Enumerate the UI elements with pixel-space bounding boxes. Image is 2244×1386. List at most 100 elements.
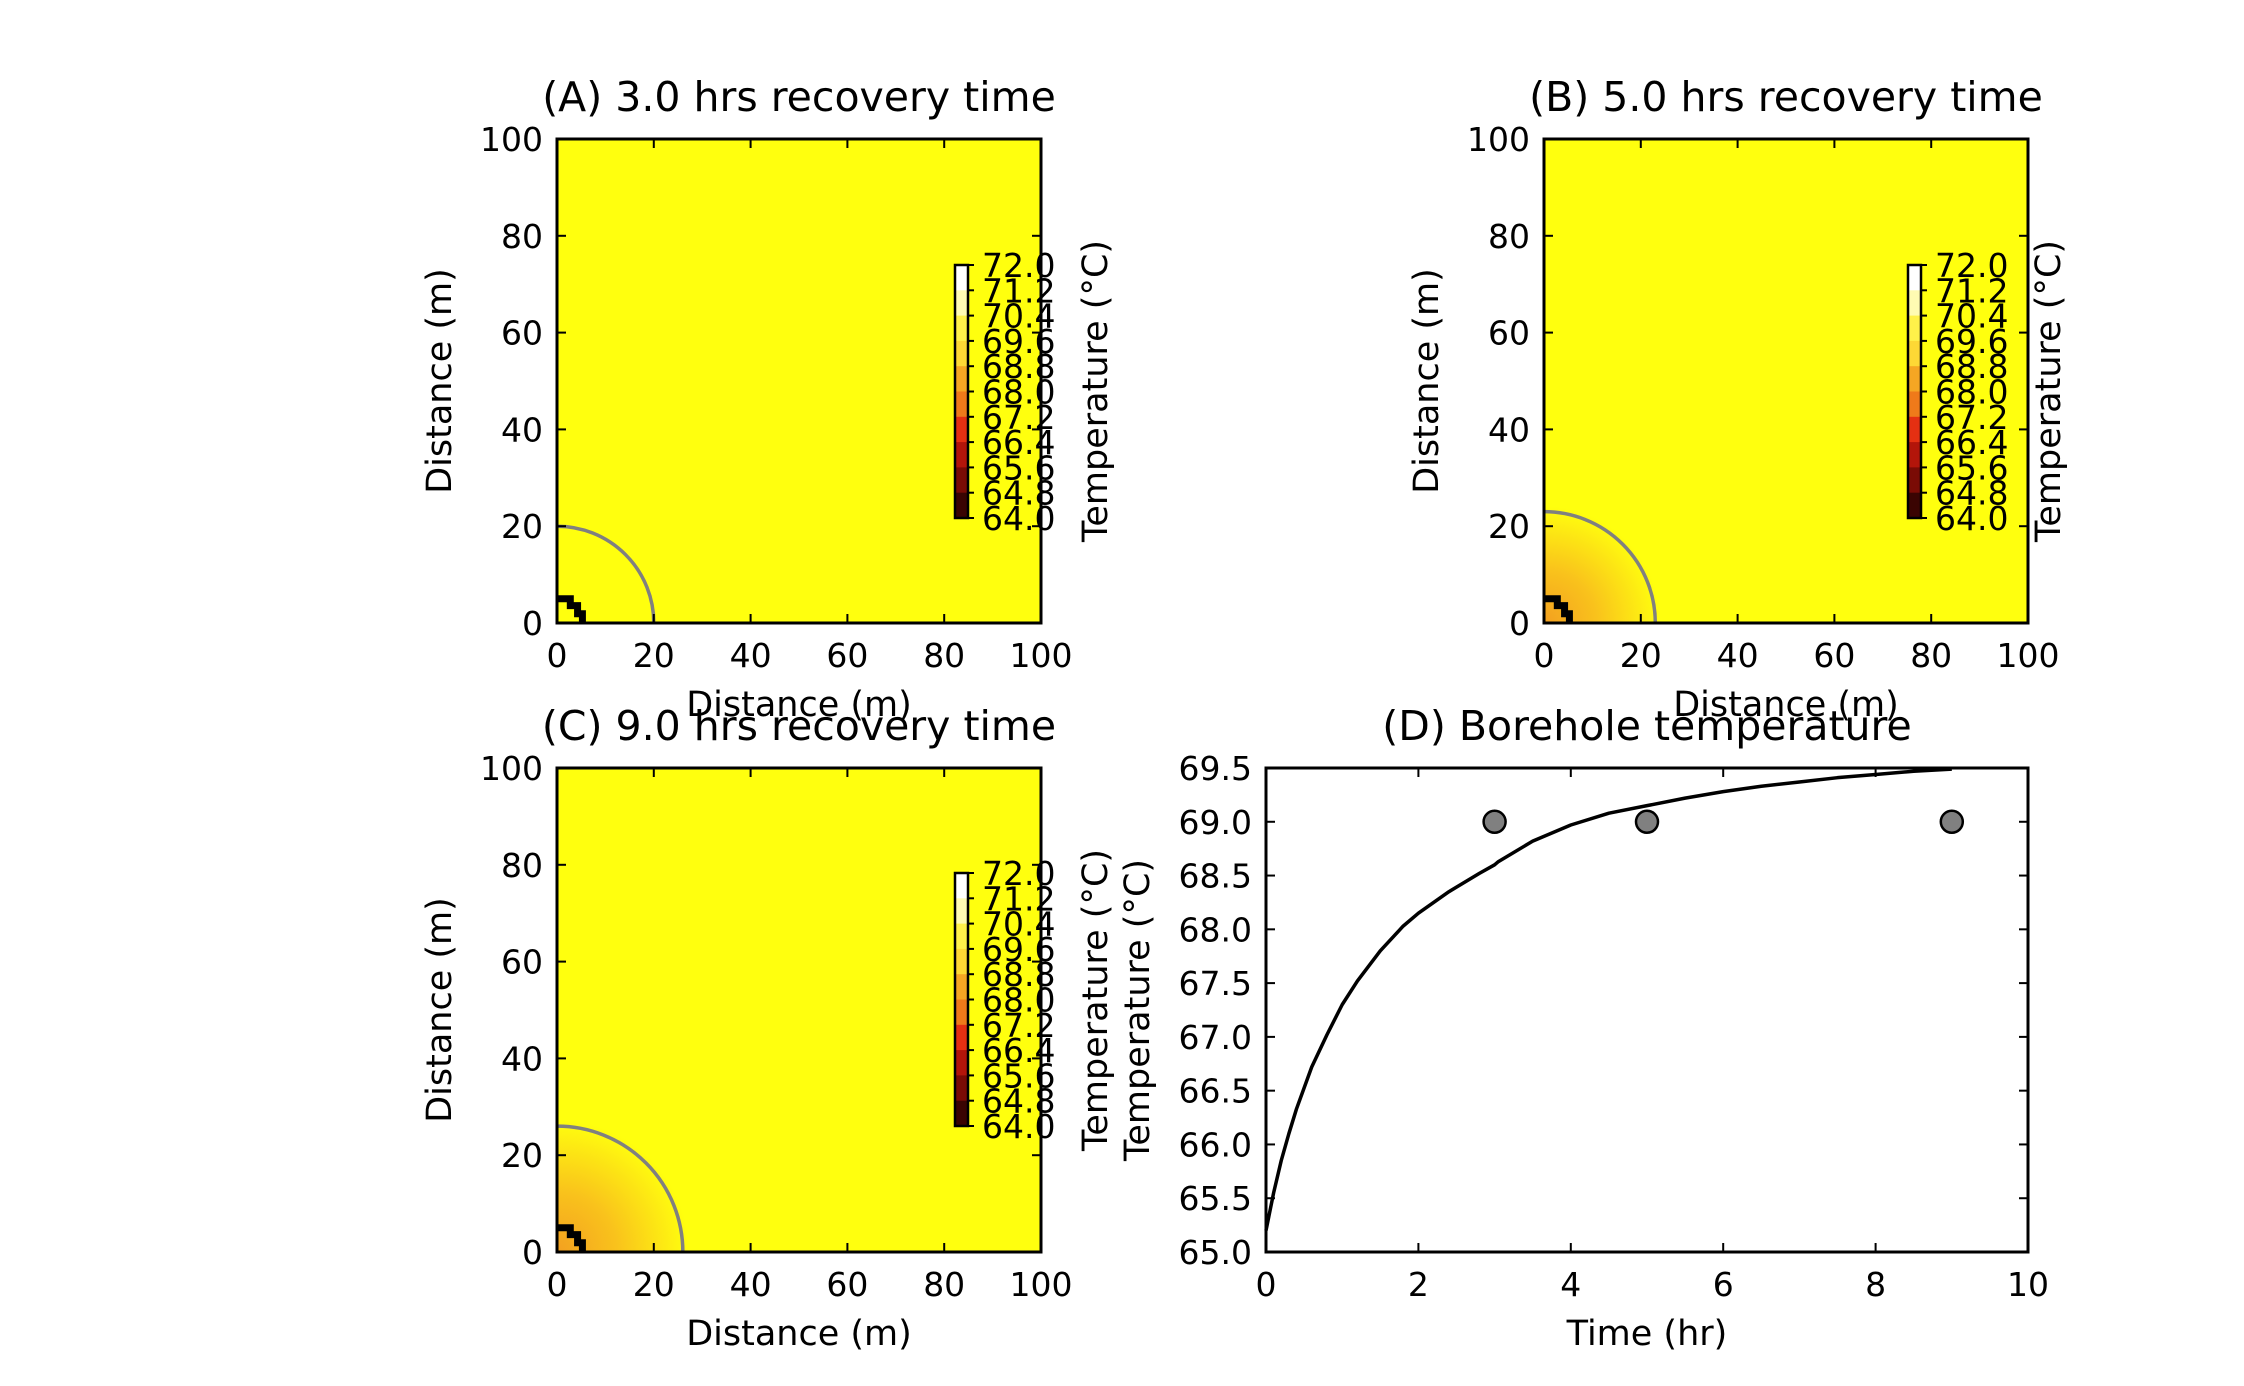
x-tick-label: 8 bbox=[1865, 1265, 1886, 1304]
x-tick-label: 6 bbox=[1713, 1265, 1734, 1304]
y-tick-label: 69.5 bbox=[1179, 749, 1252, 788]
measurement-point bbox=[1634, 809, 1660, 835]
y-tick-label: 65.0 bbox=[1179, 1233, 1252, 1272]
axes-frame bbox=[555, 137, 1043, 625]
colorbar-tick-label: 72.0 bbox=[1935, 246, 2008, 285]
colorbar-tick-label: 69.6 bbox=[982, 930, 1055, 969]
x-tick-label: 20 bbox=[1620, 636, 1662, 675]
colorbar-segment bbox=[955, 265, 968, 291]
colorbar-tick-label: 64.8 bbox=[1935, 474, 2008, 513]
colorbar-segment bbox=[1908, 340, 1921, 367]
colorbar-tick-label: 68.8 bbox=[982, 955, 1055, 994]
x-tick-label: 40 bbox=[730, 636, 772, 675]
x-tick-label: 2 bbox=[1408, 1265, 1429, 1304]
colorbar-label: Temperature (°C) bbox=[1076, 240, 1116, 543]
isotherm-arc bbox=[1543, 509, 1658, 624]
x-tick-label: 60 bbox=[826, 636, 868, 675]
colorbar-tick-label: 71.2 bbox=[982, 879, 1055, 918]
y-tick-label: 40 bbox=[501, 1039, 543, 1078]
panel-B: 72.071.270.469.668.868.067.266.465.664.8… bbox=[1407, 73, 2069, 725]
colorbar-segment bbox=[955, 492, 968, 519]
borehole-boundary bbox=[557, 1224, 586, 1252]
colorbar-tick-label: 65.6 bbox=[1935, 448, 2008, 487]
colorbar-segment bbox=[955, 366, 968, 392]
colorbar-segment bbox=[955, 340, 968, 367]
x-tick-label: 100 bbox=[1010, 636, 1073, 675]
colorbar-segment bbox=[1908, 315, 1921, 342]
x-tick-label: 80 bbox=[923, 1265, 965, 1304]
y-tick-label: 100 bbox=[480, 749, 543, 788]
colorbar-segment bbox=[955, 999, 968, 1026]
y-tick-label: 60 bbox=[501, 943, 543, 982]
x-tick-label: 0 bbox=[1534, 636, 1555, 675]
y-tick-label: 68.5 bbox=[1179, 857, 1252, 896]
y-tick-label: 80 bbox=[501, 217, 543, 256]
colorbar-tick-label: 64.0 bbox=[982, 499, 1055, 538]
x-axis-label: Distance (m) bbox=[1673, 685, 1899, 725]
x-tick-label: 20 bbox=[633, 1265, 675, 1304]
borehole-boundary bbox=[557, 595, 586, 623]
colorbar-tick-label: 67.2 bbox=[1935, 398, 2008, 437]
colorbar-segment bbox=[1908, 467, 1921, 494]
colorbar-segment bbox=[955, 416, 968, 443]
panel-title: (B) 5.0 hrs recovery time bbox=[1529, 73, 2043, 121]
colorbar-tick-label: 68.0 bbox=[982, 981, 1055, 1020]
colorbar-segment bbox=[1908, 391, 1921, 418]
colorbar-tick-label: 64.0 bbox=[982, 1107, 1055, 1146]
measurement-point bbox=[1482, 809, 1507, 835]
y-axis-label: Distance (m) bbox=[420, 268, 460, 494]
x-tick-label: 100 bbox=[1997, 636, 2060, 675]
temperature-line bbox=[1264, 767, 1952, 1231]
colorbar-segment bbox=[955, 1024, 968, 1051]
colorbar-segment bbox=[955, 1050, 968, 1076]
colorbar-segment bbox=[955, 290, 968, 317]
y-tick-label: 100 bbox=[480, 120, 543, 159]
warm-zone bbox=[557, 1119, 690, 1252]
colorbar-segment bbox=[1908, 366, 1921, 392]
x-tick-label: 0 bbox=[547, 636, 568, 675]
y-tick-label: 40 bbox=[501, 410, 543, 449]
x-axis-label: Time (hr) bbox=[1566, 1314, 1728, 1354]
panel-C: 72.071.270.469.668.868.067.266.465.664.8… bbox=[420, 702, 1116, 1354]
x-tick-label: 40 bbox=[730, 1265, 772, 1304]
y-tick-label: 67.0 bbox=[1179, 1018, 1252, 1057]
x-tick-label: 0 bbox=[547, 1265, 568, 1304]
borehole-boundary bbox=[1544, 595, 1573, 623]
x-tick-label: 10 bbox=[2007, 1265, 2049, 1304]
colorbar-tick-label: 66.4 bbox=[982, 1031, 1055, 1070]
x-axis-label: Distance (m) bbox=[686, 685, 912, 725]
colorbar-segment bbox=[955, 873, 968, 899]
colorbar-segment bbox=[955, 315, 968, 342]
colorbar-tick-label: 70.4 bbox=[1935, 297, 2008, 336]
y-tick-label: 69.0 bbox=[1179, 803, 1252, 842]
isotherm-arc bbox=[556, 524, 656, 624]
y-tick-label: 80 bbox=[1488, 217, 1530, 256]
y-tick-label: 0 bbox=[522, 1233, 543, 1272]
axes-frame bbox=[1264, 766, 2030, 1254]
colorbar-tick-label: 71.2 bbox=[1935, 271, 2008, 310]
colorbar-segment bbox=[1908, 492, 1921, 519]
y-tick-label: 67.5 bbox=[1179, 964, 1252, 1003]
x-tick-label: 0 bbox=[1256, 1265, 1277, 1304]
colorbar-segment bbox=[955, 948, 968, 975]
colorbar-segment bbox=[955, 974, 968, 1000]
panel-D: 0 2 4 6 8 10 65.0 65.5 66.0 66.5 67.0 67.5 68.0 68.5 6… bbox=[1118, 702, 2049, 1354]
y-tick-label: 20 bbox=[501, 1136, 543, 1175]
y-tick-label: 60 bbox=[1488, 314, 1530, 353]
axes-frame bbox=[1542, 137, 2030, 625]
y-tick-label: 20 bbox=[1488, 507, 1530, 546]
colorbar-segment bbox=[1908, 442, 1921, 468]
x-tick-label: 60 bbox=[826, 1265, 868, 1304]
colorbar-segment bbox=[955, 391, 968, 418]
plot-area bbox=[1266, 768, 2028, 1252]
y-tick-label: 68.0 bbox=[1179, 910, 1252, 949]
colorbar-segment bbox=[1908, 290, 1921, 317]
x-tick-label: 4 bbox=[1560, 1265, 1581, 1304]
y-tick-label: 60 bbox=[501, 314, 543, 353]
y-axis-label: Distance (m) bbox=[420, 897, 460, 1123]
colorbar-tick-label: 69.6 bbox=[982, 322, 1055, 361]
isotherm-arc bbox=[556, 1124, 685, 1253]
measurement-point bbox=[1939, 809, 1965, 835]
colorbar-tick-label: 65.6 bbox=[982, 1056, 1055, 1095]
